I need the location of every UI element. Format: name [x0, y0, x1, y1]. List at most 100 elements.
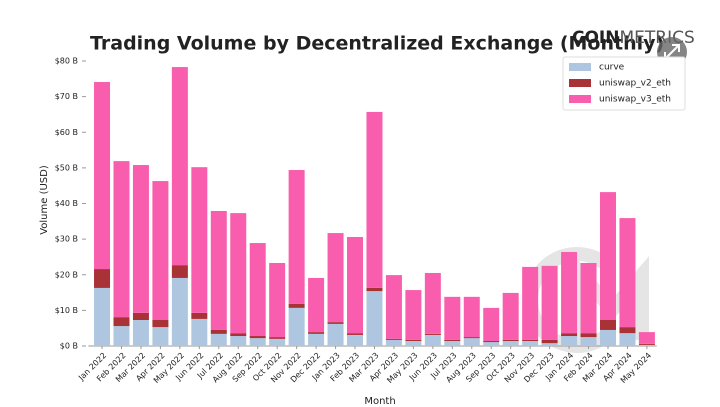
bar-segment: [619, 333, 636, 346]
legend-swatch: [569, 63, 591, 71]
bar-segment: [288, 307, 305, 346]
bar-segment: [424, 272, 441, 334]
bar-segment: [580, 333, 597, 338]
bar-segment: [638, 332, 655, 344]
bar-segment: [113, 317, 130, 327]
bar-segment: [347, 333, 364, 335]
bar-segment: [405, 341, 422, 346]
bar-segment: [171, 67, 188, 266]
bar-segment: [94, 82, 111, 270]
bar-segment: [249, 243, 266, 337]
bar-segment: [152, 327, 169, 346]
bar-segment: [132, 165, 149, 313]
bar-segment: [385, 275, 402, 339]
bar-segment: [113, 326, 130, 346]
bar-segment: [463, 337, 480, 339]
bar-segment: [385, 339, 402, 346]
bar-segment: [522, 266, 539, 340]
bar-segment: [113, 161, 130, 318]
y-tick-label: $70 B: [55, 92, 78, 101]
bar-segment: [444, 341, 461, 346]
legend-label: uniswap_v2_eth: [599, 79, 671, 89]
bar-segment: [599, 329, 616, 346]
bar-segment: [638, 343, 655, 345]
bar-segment: [619, 327, 636, 334]
bar-segment: [561, 336, 578, 346]
y-tick-label: $80 B: [55, 57, 78, 66]
bar-segment: [541, 343, 558, 346]
brand-bold: COIN: [572, 28, 619, 48]
bar-segment: [502, 292, 519, 340]
bar-segment: [483, 341, 500, 343]
bar-segment: [327, 233, 344, 323]
bar-segment: [269, 338, 286, 346]
bar-segment: [463, 296, 480, 338]
bar-segment: [249, 338, 266, 346]
bar-segment: [366, 111, 383, 288]
bar-segment: [308, 277, 325, 333]
bar-segment: [385, 338, 402, 340]
bar-segment: [405, 339, 422, 342]
bar-segment: [444, 339, 461, 342]
bar-segment: [522, 341, 539, 346]
bar-segment: [94, 269, 111, 288]
bar-segment: [599, 319, 616, 330]
bar-segment: [502, 339, 519, 342]
bar-segment: [249, 336, 266, 339]
bar-segment: [561, 333, 578, 337]
bar-segment: [541, 265, 558, 340]
y-tick-label: $50 B: [55, 163, 78, 172]
bar-segment: [463, 338, 480, 346]
bar-segment: [191, 167, 208, 313]
bar-segment: [444, 296, 461, 340]
bar-segment: [347, 334, 364, 346]
bar-segment: [541, 339, 558, 344]
bar-segment: [230, 213, 247, 334]
bar-segment: [230, 336, 247, 346]
y-tick-label: $0 B: [60, 342, 78, 351]
bar-segment: [522, 339, 539, 342]
x-axis-label: Month: [364, 396, 395, 407]
y-axis-label: Volume (USD): [39, 165, 50, 235]
y-tick-label: $40 B: [55, 199, 78, 208]
bar-segment: [269, 262, 286, 338]
bar-segment: [599, 192, 616, 320]
bar-segment: [210, 210, 227, 330]
bar-segment: [171, 277, 188, 346]
bar-segment: [580, 337, 597, 346]
bar-segment: [347, 236, 364, 334]
bar-segment: [366, 291, 383, 346]
legend-swatch: [569, 79, 591, 87]
bar-segment: [288, 170, 305, 304]
bar-segment: [132, 319, 149, 346]
bar-segment: [424, 334, 441, 346]
bar-segment: [483, 307, 500, 342]
legend-label: curve: [599, 63, 625, 73]
bar-segment: [502, 341, 519, 346]
legend-box: [562, 56, 686, 111]
bar-segment: [210, 329, 227, 334]
bar-segment: [366, 287, 383, 292]
bar-segment: [638, 344, 655, 346]
legend-label: uniswap_v3_eth: [599, 95, 671, 105]
bar-segment: [308, 332, 325, 334]
bar-segment: [210, 333, 227, 346]
y-tick-label: $10 B: [55, 306, 78, 315]
bar-segment: [230, 333, 247, 337]
bar-segment: [327, 323, 344, 346]
bar-segment: [580, 262, 597, 334]
bar-segment: [191, 318, 208, 346]
bar-segment: [152, 181, 169, 320]
bar-segment: [619, 218, 636, 328]
bar-segment: [561, 251, 578, 334]
bar-segment: [171, 265, 188, 278]
y-tick-label: $30 B: [55, 235, 78, 244]
bar-segment: [191, 312, 208, 319]
bar-segment: [424, 333, 441, 335]
bar-segment: [269, 337, 286, 339]
chart-title: Trading Volume by Decentralized Exchange…: [90, 33, 664, 55]
bar-segment: [288, 303, 305, 308]
bar-segment: [483, 342, 500, 346]
